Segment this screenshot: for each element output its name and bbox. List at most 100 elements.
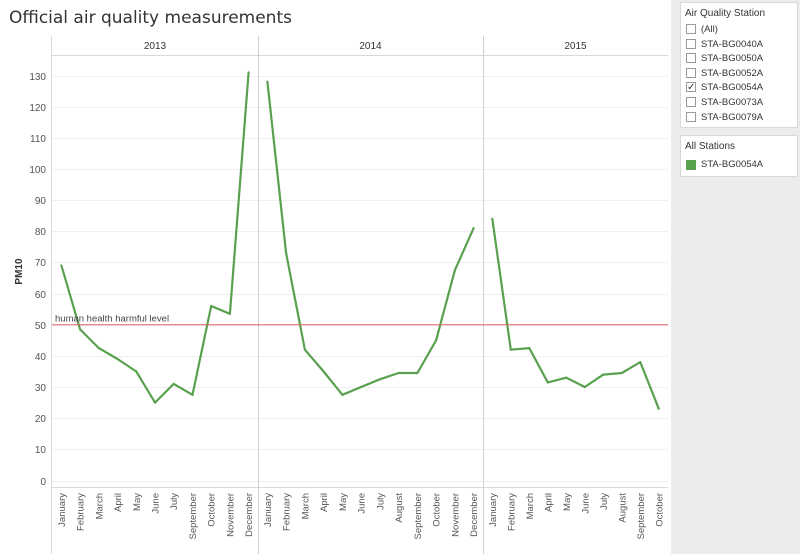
checkbox[interactable] [686,38,696,49]
data-point [153,401,157,404]
filter-option[interactable]: (All) [681,23,797,38]
panel-year-header: 2015 [564,41,587,52]
data-point [435,339,438,342]
panel-year-header: 2014 [359,41,382,52]
x-tick-label: January [263,493,274,527]
series-line-2014 [266,81,475,396]
x-tick-label: May [132,493,143,511]
series-line-2013 [60,72,250,404]
data-point [528,347,531,350]
x-tick-label: June [151,493,162,514]
x-tick-label: October [654,493,665,527]
x-tick-label: July [375,493,386,510]
x-tick-label: October [207,493,218,527]
x-tick-label: September [188,493,199,539]
data-point [135,370,138,373]
x-tick-label: March [525,493,536,519]
filter-option-label: STA-BG0054A [701,82,764,94]
legend-title: All Stations [685,141,736,152]
x-tick-label: August [617,493,628,523]
x-tick-label: December [469,493,480,537]
y-tick-label: 80 [35,227,47,238]
checkbox[interactable] [686,96,696,107]
data-point [378,378,381,381]
y-tick-label: 90 [35,196,47,207]
data-point [509,348,512,351]
x-tick-label: August [394,493,405,523]
filter-option[interactable]: STA-BG0050A [681,52,797,67]
filter-list: (All) STA-BG0040A STA-BG0050A STA-BG0052A ✓ S… [681,23,797,125]
checkbox[interactable] [686,53,696,64]
x-tick-label: September [413,493,424,539]
x-tick-label: March [94,493,105,519]
x-tick-label: April [113,493,124,512]
legend-list: STA-BG0054A [681,159,797,173]
filter-option[interactable]: STA-BG0040A [681,38,797,53]
panel-year-header: 2013 [144,41,167,52]
y-tick-label: 70 [35,258,47,269]
filter-option[interactable]: STA-BG0073A [681,96,797,111]
checkbox[interactable] [686,24,696,34]
checkbox[interactable] [686,67,696,78]
data-point [210,304,213,308]
data-point [583,385,586,389]
x-tick-label: February [506,493,517,531]
x-tick-label: December [244,493,255,537]
data-point [657,407,660,410]
x-tick-label: June [357,493,368,514]
y-tick-label: 40 [35,352,47,363]
data-point [116,357,119,361]
x-tick-label: May [338,493,349,511]
series-line-2015 [491,218,660,410]
y-tick-label: 20 [35,414,47,425]
x-tick-label: October [432,493,443,527]
checkbox[interactable] [686,111,696,122]
data-point [620,371,623,375]
x-tick-label: September [636,493,647,539]
filter-option-label: STA-BG0079A [701,111,764,123]
data-point [472,227,475,230]
y-tick-label: 10 [35,445,47,456]
data-point [565,376,568,379]
x-tick-label: July [169,493,180,510]
filter-option[interactable]: STA-BG0052A [681,67,797,82]
filter-option-label: STA-BG0052A [701,67,764,79]
y-tick-label: 130 [29,72,46,83]
data-point [285,252,288,255]
data-point [228,312,231,315]
sidebar: Air Quality Station (All) STA-BG0040A STA-… [671,0,800,554]
data-point [639,361,642,364]
y-tick-label: 30 [35,383,47,394]
page-title: Official air quality measurements [9,8,292,28]
data-point [172,382,175,385]
main-view: Official air quality measurements 0 10 20 3… [9,8,668,554]
data-point [602,373,605,376]
data-point [341,393,344,396]
x-tick-label: April [319,493,330,512]
x-tick-label: May [562,493,573,511]
data-point [79,328,82,331]
x-tick-label: November [450,493,461,537]
legend-panel: All Stations STA-BG0054A [680,135,798,177]
data-point [416,371,419,375]
legend-label: STA-BG0054A [701,159,764,170]
x-tick-label: April [543,493,554,512]
filter-option-label: (All) [701,24,718,35]
legend-item[interactable]: STA-BG0054A [681,159,797,173]
filter-option-label: STA-BG0040A [701,38,764,50]
legend-swatch [686,160,696,170]
filter-title: Air Quality Station [685,8,766,19]
filter-option[interactable]: STA-BG0079A [681,111,797,126]
data-point [546,381,549,384]
data-point [60,264,63,267]
y-tick-label: 100 [29,165,46,176]
x-tick-label: November [225,493,236,537]
y-tick-label: 60 [35,290,47,301]
data-point [247,71,250,74]
checkbox-checked[interactable]: ✓ [686,82,696,94]
filter-option[interactable]: ✓ STA-BG0054A [681,81,797,96]
y-tick-label: 50 [35,321,47,332]
data-point [397,371,400,375]
y-tick-label: 120 [29,103,46,114]
y-tick-label: 0 [40,477,46,488]
